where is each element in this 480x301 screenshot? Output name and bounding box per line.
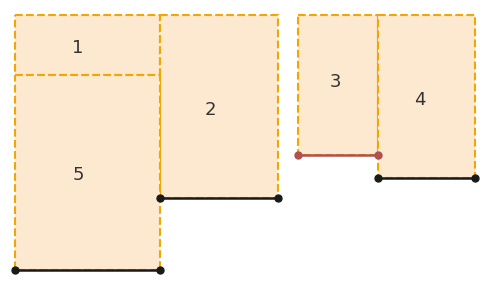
- Bar: [377, 15, 474, 178]
- Text: 5: 5: [72, 166, 84, 184]
- Bar: [15, 75, 160, 270]
- Bar: [160, 15, 277, 198]
- Text: 2: 2: [204, 101, 216, 119]
- Text: 4: 4: [413, 91, 425, 109]
- Text: 1: 1: [72, 39, 84, 57]
- Bar: [298, 15, 377, 155]
- Text: 3: 3: [329, 73, 340, 91]
- Bar: [15, 15, 160, 75]
